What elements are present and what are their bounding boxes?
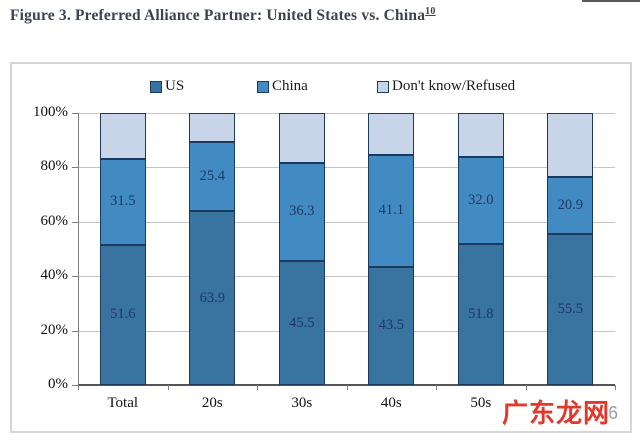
bar-segment-don-t-know-refused (368, 113, 415, 155)
y-tick (72, 113, 78, 114)
bar-segment-don-t-know-refused (99, 113, 146, 159)
bar-segment-us: 63.9 (189, 211, 236, 385)
segment-value-label: 32.0 (468, 192, 494, 209)
segment-value-label: 51.8 (468, 306, 494, 323)
y-axis-label-60: 60% (40, 212, 69, 229)
figure-title: Figure 3. Preferred Alliance Partner: Un… (10, 6, 630, 25)
segment-value-label: 25.4 (199, 168, 225, 185)
stacked-bar-Total: 51.6 31.5 (99, 113, 146, 385)
watermark-logo-text: 广东龙网 (502, 398, 611, 428)
y-axis-label-40: 40% (40, 267, 69, 284)
bar-segment-don-t-know-refused (278, 113, 325, 163)
x-tick (167, 385, 169, 390)
legend-item-don-t-know-refused: Don't know/Refused (377, 78, 515, 95)
segment-value-label: 20.9 (557, 197, 583, 214)
segment-value-label: 36.3 (289, 203, 315, 220)
legend-swatch-icon (257, 80, 269, 93)
segment-value-label: 63.9 (199, 289, 225, 306)
gridline-100 (78, 113, 615, 114)
legend-item-us: US (150, 78, 184, 95)
bar-segment-china: 25.4 (189, 142, 236, 212)
bar-segment-us: 45.5 (278, 261, 325, 385)
x-tick (346, 385, 348, 390)
bar-segment-china: 41.1 (368, 154, 415, 267)
bar-segment-us: 51.8 (457, 244, 504, 385)
segment-value-label: 43.5 (378, 317, 404, 334)
legend-item-china: China (257, 78, 308, 95)
x-tick (615, 385, 616, 390)
y-axis-label-20: 20% (40, 321, 69, 338)
gridline-40 (78, 276, 615, 278)
watermark-subtext: r86 (592, 403, 619, 423)
legend-swatch-icon (377, 80, 389, 93)
x-axis-label-40s: 40s (380, 395, 402, 411)
bar-segment-us: 51.6 (99, 244, 146, 385)
gridline-20 (78, 330, 615, 332)
x-tick (257, 385, 258, 390)
x-tick (78, 385, 79, 390)
x-axis-label-30s: 30s (291, 395, 313, 411)
plot-area (78, 113, 615, 385)
y-tick (72, 385, 78, 386)
bar-segment-don-t-know-refused (457, 113, 504, 158)
gridline-60 (78, 221, 615, 223)
y-tick (72, 221, 78, 223)
x-axis-label-Total: Total (107, 395, 139, 411)
stacked-bar-30s: 45.5 36.3 (278, 113, 325, 385)
segment-value-label: 55.5 (557, 301, 583, 318)
segment-value-label: 51.6 (110, 306, 136, 323)
stacked-bar-20s: 63.9 25.4 (189, 113, 236, 385)
x-tick (525, 385, 527, 390)
bar-segment-china: 31.5 (99, 158, 146, 245)
bar-segment-don-t-know-refused (189, 113, 236, 143)
y-axis-label-100: 100% (33, 104, 68, 120)
y-tick (72, 276, 78, 278)
legend-label: US (165, 78, 185, 94)
y-axis-label-80: 80% (40, 158, 69, 175)
legend-label: China (272, 78, 308, 94)
bar-segment-china: 32.0 (457, 157, 504, 245)
segment-value-label: 41.1 (378, 202, 404, 219)
x-axis-label-20s: 20s (201, 395, 223, 411)
x-tick (436, 385, 437, 390)
bar-segment-china: 20.9 (547, 177, 594, 235)
y-tick (72, 167, 78, 169)
footnote-link[interactable]: 10 (425, 6, 436, 17)
bar-segment-china: 36.3 (278, 162, 325, 262)
x-axis-label-50s: 50s (470, 395, 492, 411)
figure-title-text: Figure 3. Preferred Alliance Partner: Un… (10, 7, 426, 25)
y-tick (72, 330, 78, 332)
stacked-bar-last: 55.5 20.9 (547, 113, 594, 385)
gridline-80 (78, 167, 615, 169)
chart-frame: US China Don't know/Refused 0% 20% 40% 60% 80%… (10, 62, 632, 433)
segment-value-label: 45.5 (289, 314, 315, 331)
bar-segment-us: 43.5 (368, 266, 415, 385)
bar-segment-don-t-know-refused (547, 113, 594, 178)
y-axis-label-0: 0% (48, 376, 68, 392)
top-edge-artifact (582, 0, 640, 2)
stacked-bar-40s: 43.5 41.1 (368, 113, 415, 385)
y-axis-line (78, 113, 79, 385)
legend-label: Don't know/Refused (392, 78, 516, 94)
bar-segment-us: 55.5 (547, 234, 594, 385)
segment-value-label: 31.5 (110, 193, 136, 210)
stacked-bar-50s: 51.8 32.0 (457, 113, 504, 385)
legend-swatch-icon (150, 80, 162, 93)
